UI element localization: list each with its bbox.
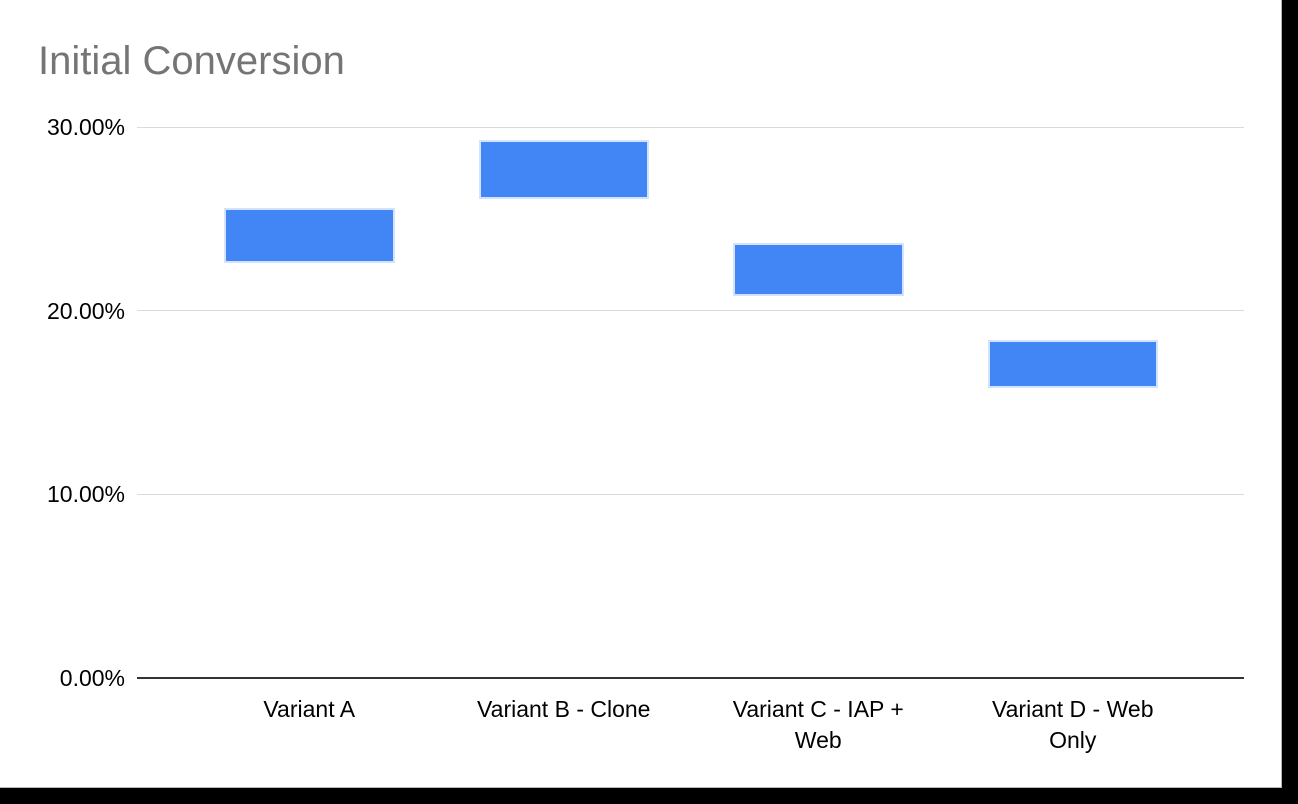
range-bar[interactable]: [987, 340, 1158, 388]
x-axis-category-label: Variant C - IAP + Web: [732, 696, 904, 753]
y-axis-tick-label: 0.00%: [59, 664, 125, 691]
gridline: [137, 493, 1244, 495]
gridline: [137, 126, 1244, 128]
range-bar[interactable]: [224, 207, 395, 263]
x-axis-category-label: Variant D - Web Only: [992, 696, 1154, 753]
chart-card[interactable]: Initial Conversion 0.00% 10.00% 20.00% 30.0…: [0, 0, 1282, 788]
y-axis-tick-label: 10.00%: [46, 481, 125, 508]
x-axis-category-label: Variant A: [263, 696, 356, 722]
x-axis-category-label: Variant B - Clone: [477, 696, 651, 722]
range-bar[interactable]: [478, 140, 649, 199]
y-axis-tick-label: 20.00%: [46, 297, 125, 324]
x-axis-line: [137, 676, 1244, 679]
chart-title: Initial Conversion: [38, 39, 345, 83]
gridline: [137, 310, 1244, 312]
y-axis-tick-label: 30.00%: [46, 114, 125, 141]
range-bar[interactable]: [733, 242, 904, 296]
